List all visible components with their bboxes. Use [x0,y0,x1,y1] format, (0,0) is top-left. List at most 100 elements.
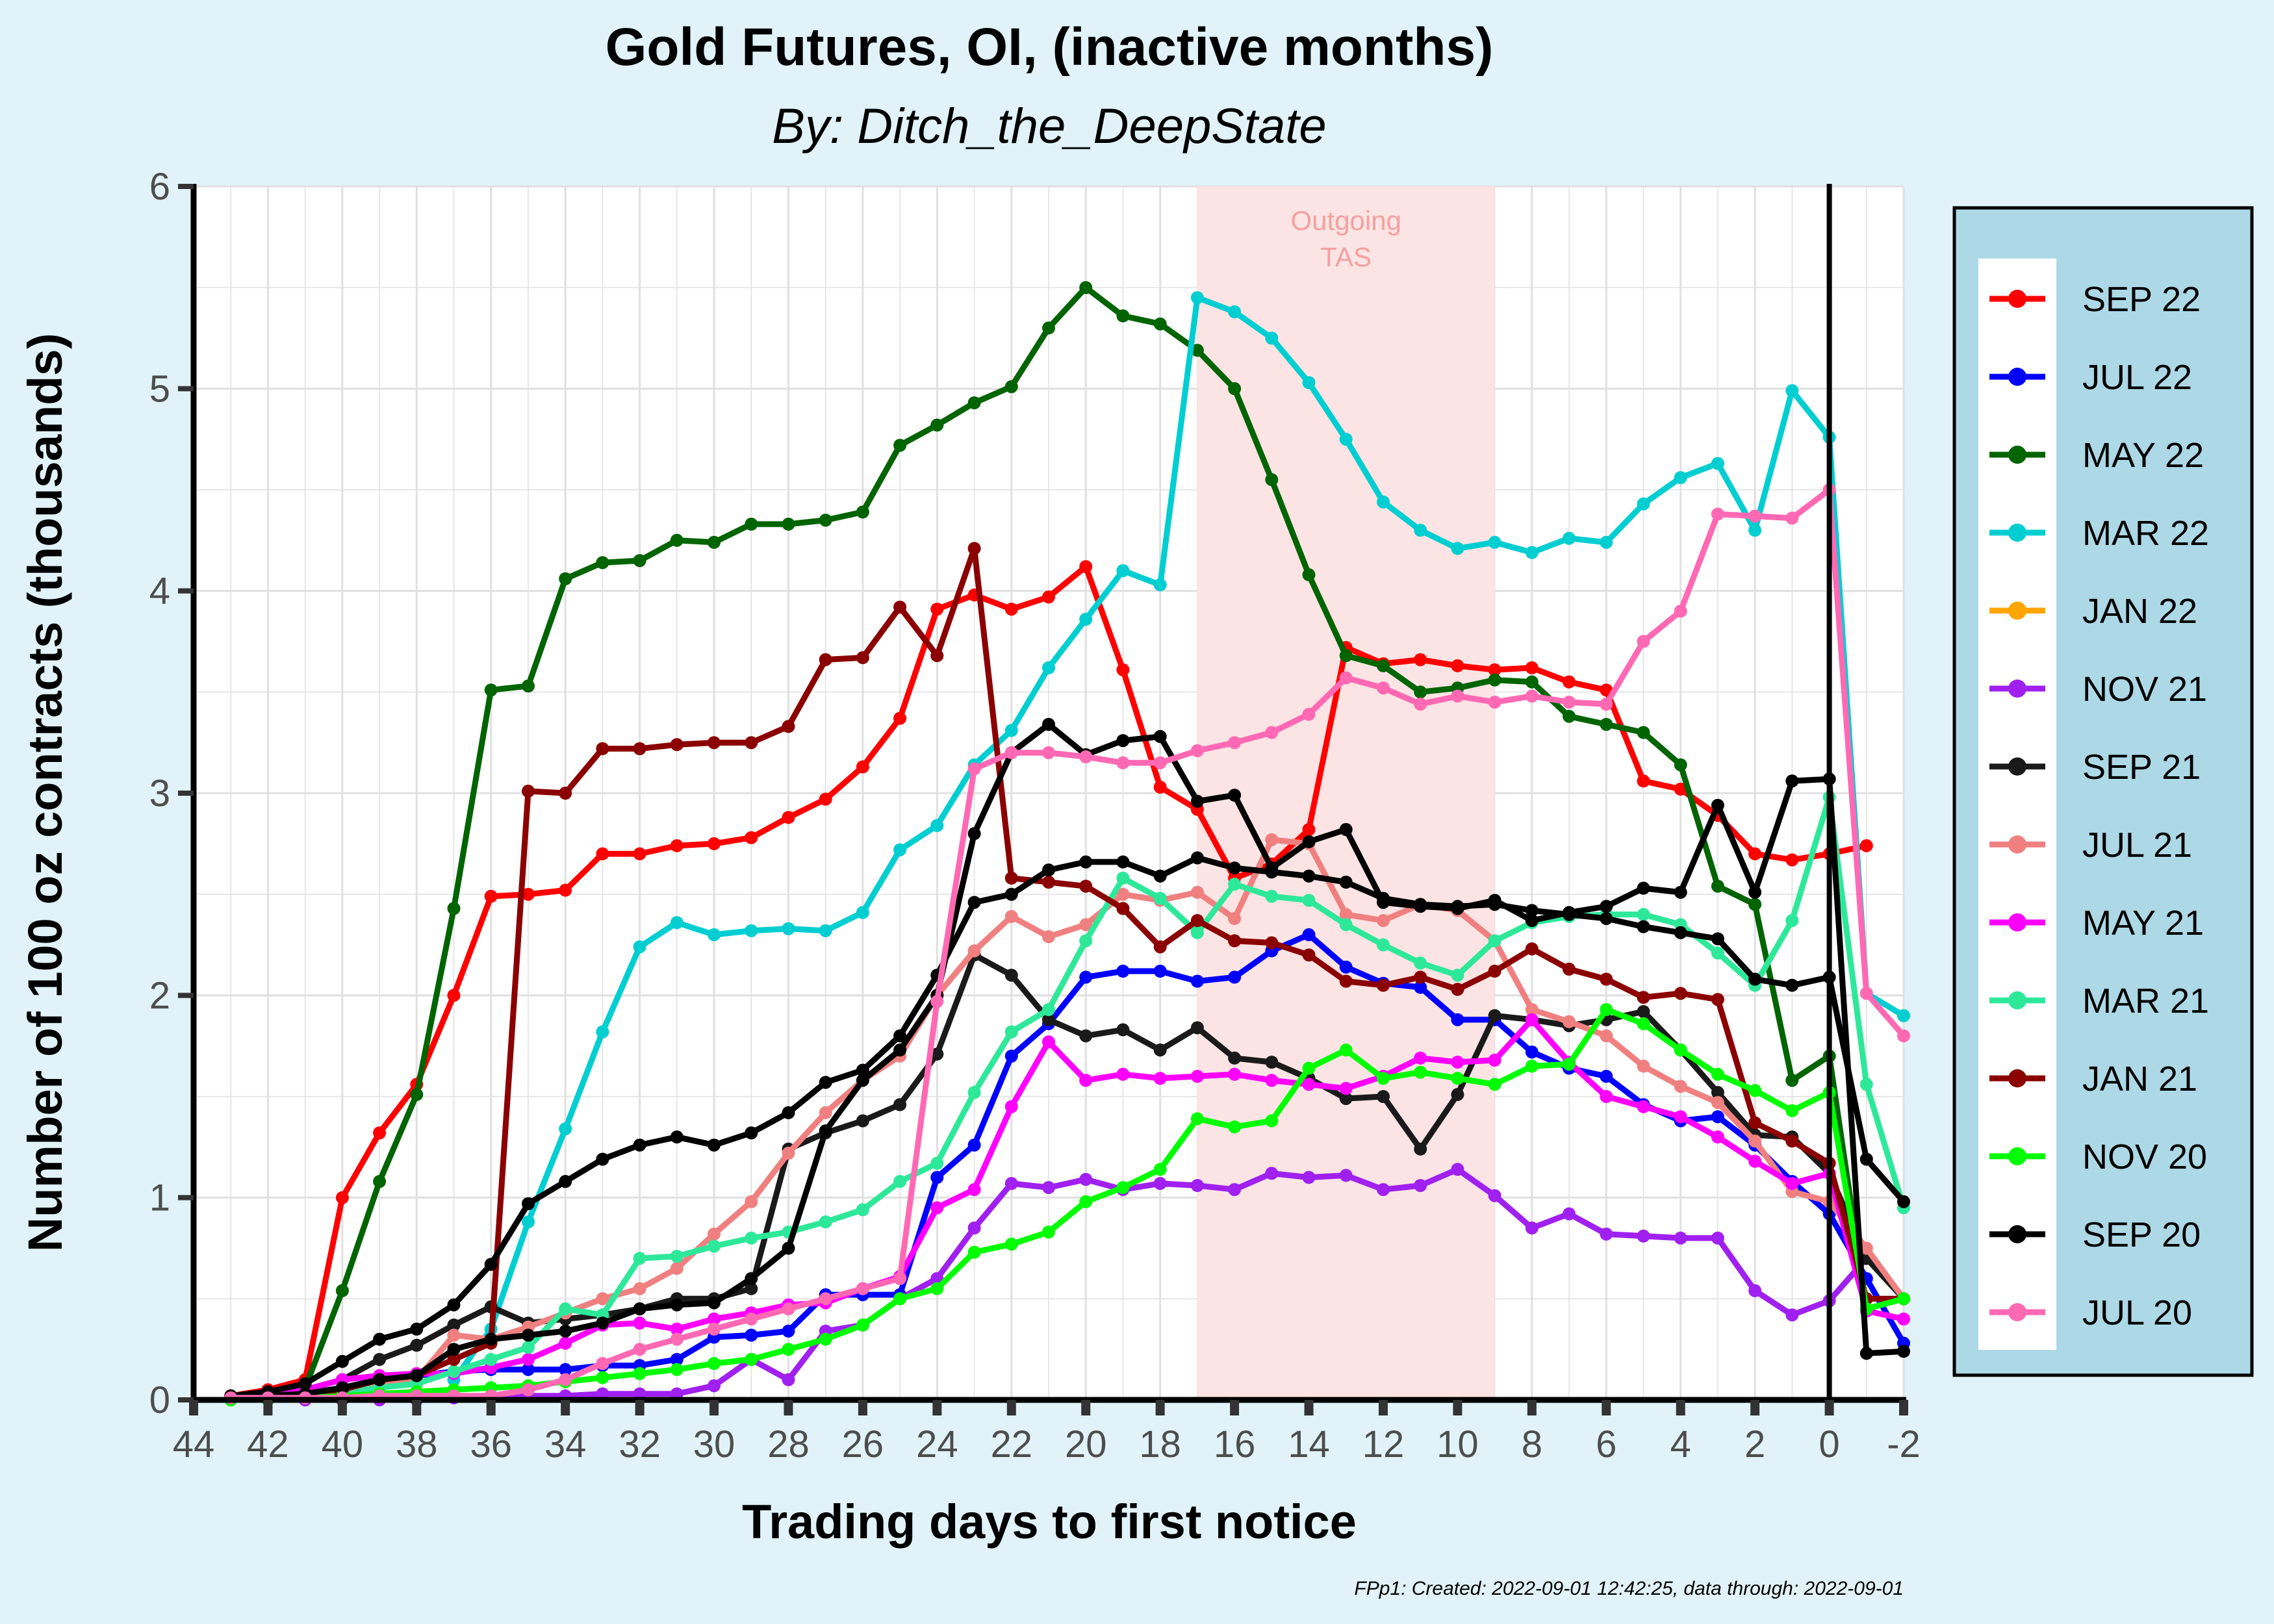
point-sep-21 [856,1114,869,1128]
point-may-22 [745,517,758,531]
point-nov-20 [1339,1043,1353,1057]
point-jul-20 [893,1272,907,1286]
point-mar-22 [1116,564,1130,577]
point-mar-22 [1302,376,1316,389]
point-jan-21 [893,600,907,614]
point-sep-20 [1785,978,1799,992]
point-jul-21 [1190,885,1204,899]
point-mar-21 [1637,907,1650,921]
point-jul-20 [1525,689,1539,703]
point-mar-21 [1042,1003,1055,1017]
x-tick-label: 8 [1522,1423,1542,1465]
point-jul-20 [819,1292,832,1306]
point-may-21 [967,1183,981,1197]
point-nov-20 [1897,1292,1910,1306]
point-may-21 [633,1316,646,1330]
point-mar-22 [708,928,721,941]
point-jul-20 [670,1332,683,1346]
point-jan-21 [1637,991,1650,1004]
point-nov-20 [1079,1195,1093,1208]
point-may-22 [1414,685,1427,699]
point-may-22 [1377,659,1390,672]
point-jul-22 [1711,1110,1724,1124]
point-sep-22 [633,847,646,861]
point-jul-21 [1042,930,1055,943]
legend-label: MAR 21 [2082,982,2209,1021]
legend-item-may-22: MAY 22 [1989,436,2204,475]
point-mar-21 [1079,934,1093,948]
point-may-22 [1785,1074,1799,1087]
point-mar-22 [856,906,869,919]
tas-label-line2: TAS [1320,242,1372,272]
point-jul-20 [1116,756,1130,770]
point-jul-20 [1785,511,1799,525]
point-nov-21 [708,1379,721,1393]
point-jul-20 [596,1357,609,1370]
point-jan-21 [522,784,535,798]
legend-key-background [1978,259,2056,1350]
point-mar-22 [1339,433,1353,446]
point-mar-21 [447,1365,461,1378]
point-nov-20 [819,1332,832,1346]
x-tick-label: 24 [916,1423,958,1465]
series-sep-20b [224,718,1910,1404]
point-may-21 [670,1323,683,1336]
point-jul-22 [670,1352,683,1366]
point-jul-21 [745,1195,758,1208]
x-tick-label: 18 [1139,1423,1181,1465]
x-axis-title: Trading days to first notice [742,1495,1357,1549]
point-jul-20 [1004,746,1018,759]
point-nov-21 [1265,1167,1279,1180]
point-sep-20b [1042,718,1055,731]
point-nov-21 [1190,1179,1204,1192]
point-mar-22 [745,924,758,937]
y-tick-label: 6 [149,166,170,208]
x-tick-label: 44 [173,1423,215,1465]
series-nov-20 [224,1003,1910,1406]
x-tick-label: 16 [1214,1423,1256,1465]
point-nov-20 [1674,1043,1687,1057]
point-nov-21 [1785,1308,1799,1322]
point-nov-20 [596,1371,609,1384]
point-sep-20 [1897,1195,1910,1208]
point-sep-22 [447,989,461,1002]
point-jul-21 [596,1292,609,1306]
x-tick-label: 28 [767,1423,810,1465]
series-line-may-21 [227,1017,1907,1401]
point-mar-22 [1042,661,1055,674]
point-sep-22 [708,837,721,850]
point-jan-21 [1042,876,1055,889]
point-nov-21 [1563,1207,1576,1221]
y-tick-label: 2 [149,974,170,1017]
point-nov-21 [1674,1231,1687,1245]
point-sep-20b [447,1343,461,1356]
point-jul-21 [1748,1134,1762,1148]
point-sep-20 [447,1298,461,1312]
point-sep-20 [1004,887,1018,901]
point-sep-20 [819,1076,832,1089]
point-sep-22 [484,889,498,903]
point-nov-20 [1711,1067,1724,1081]
point-sep-20 [1637,920,1650,933]
legend-label: MAY 21 [2082,904,2204,943]
legend-item-mar-21: MAR 21 [1989,982,2209,1021]
point-nov-20 [1190,1112,1204,1126]
point-may-21 [1748,1154,1762,1168]
point-may-22 [1265,473,1279,487]
point-may-22 [930,418,944,432]
point-jul-20 [1711,507,1724,521]
point-jul-20 [1042,746,1055,759]
point-sep-20 [633,1138,646,1152]
point-jul-20 [1748,509,1762,523]
point-nov-21 [1339,1169,1353,1182]
point-sep-20b [1600,900,1613,913]
point-nov-20 [670,1363,683,1377]
point-nov-20 [856,1318,869,1332]
legend-label: NOV 21 [2082,670,2207,709]
point-sep-21 [410,1338,424,1352]
series-line-sep-20 [227,855,1907,1399]
point-mar-21 [633,1252,646,1265]
point-jul-20 [856,1282,869,1295]
point-mar-21 [1488,934,1501,948]
point-nov-20 [1116,1181,1130,1195]
